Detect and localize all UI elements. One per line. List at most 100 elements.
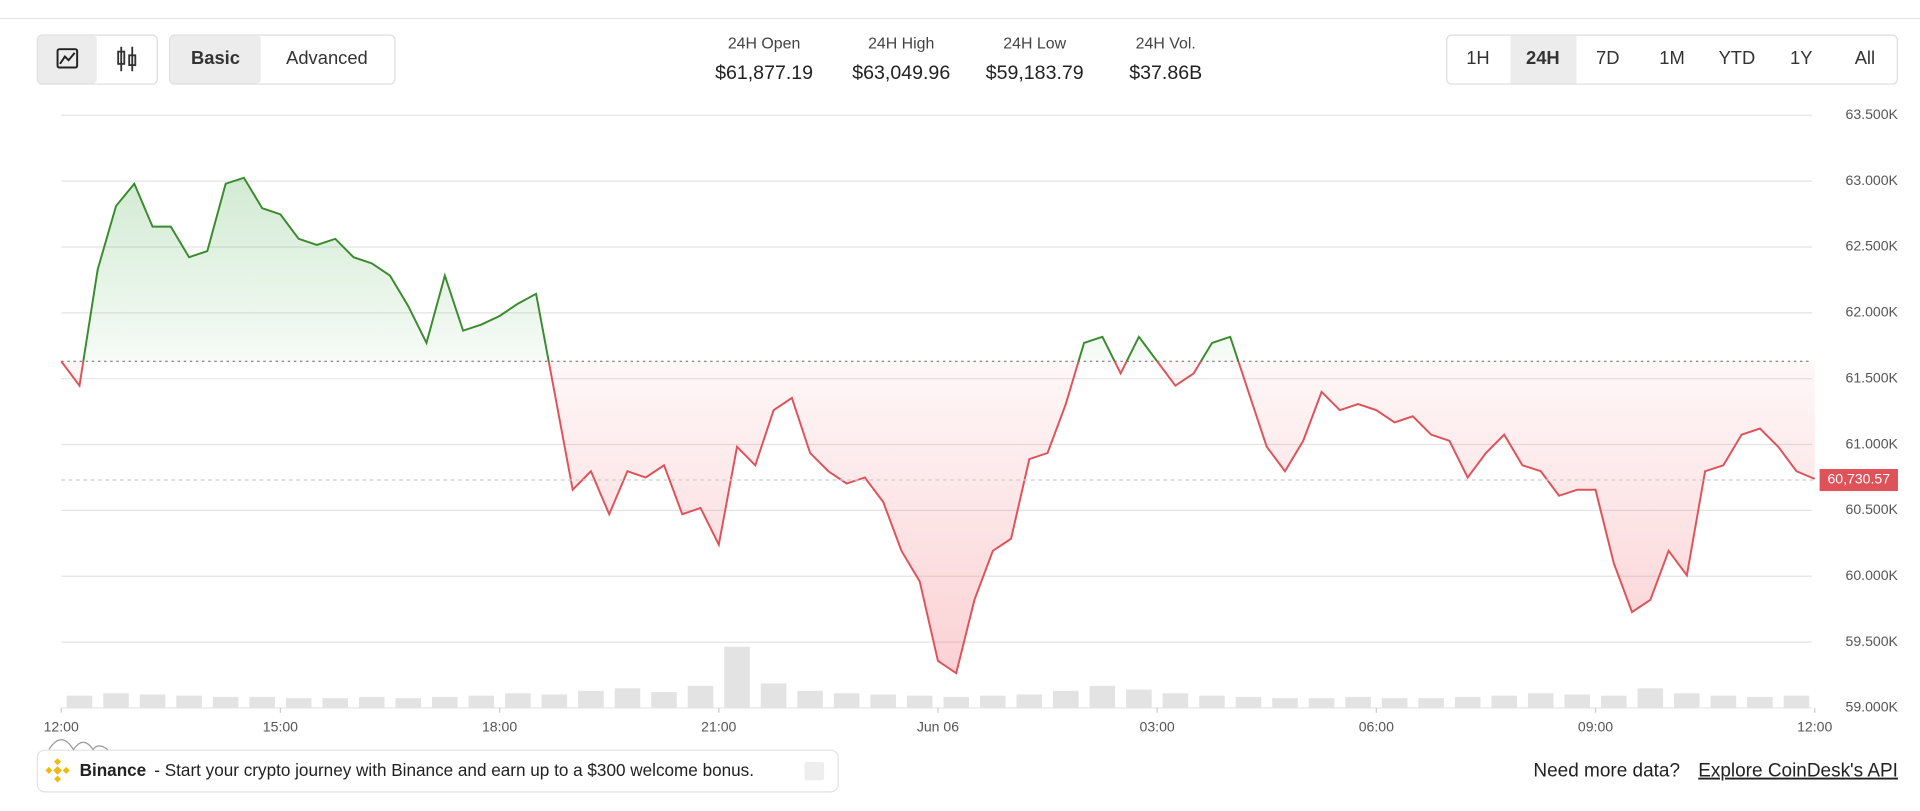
range-button[interactable]: 1M [1659,47,1685,68]
stat-label: 24H High [868,35,934,52]
price-line-up [61,176,1240,362]
volume-bar [432,696,458,708]
area-up [61,177,1239,362]
x-tick-label: 09:00 [1578,718,1613,734]
current-price-tag [1819,469,1898,492]
x-tick-label: 18:00 [482,718,517,734]
volume-bar [1381,698,1408,708]
range-button[interactable]: YTD [1719,47,1756,68]
volume-bar [651,692,677,708]
x-tick-label: 21:00 [701,718,736,734]
volume-bar [66,695,93,708]
x-tick-label: 06:00 [1359,718,1394,734]
basic-label[interactable]: Basic [191,47,240,68]
volume-bar [285,698,312,708]
stat-label: 24H Vol. [1136,35,1196,52]
promo-text[interactable]: - Start your crypto journey with Binance… [154,760,754,780]
volume-bar [358,696,385,708]
volume-bar [1710,695,1737,708]
volume-bar [176,695,202,708]
y-tick-label: 61.000K [1846,435,1899,451]
volume-bar [212,696,239,708]
volume-bar [1527,693,1554,708]
range-button[interactable]: 1Y [1790,47,1812,68]
promo-close[interactable] [804,761,825,781]
x-tick-label: 12:00 [1797,718,1832,734]
volume-bar [1162,693,1189,708]
volume-bar [943,696,970,708]
volume-bar [1126,689,1152,708]
volume-bar [1089,685,1116,708]
volume-bar [870,694,896,708]
range-button[interactable]: 1H [1466,47,1489,68]
footer-link[interactable]: Explore CoinDesk's API [1698,761,1898,782]
stat-label: 24H Low [1003,35,1066,52]
volume-bar [724,646,750,708]
volume-bar [687,685,714,708]
footer-text: Need more data? [1533,761,1680,782]
area-down [61,361,1815,674]
volume-bar [322,698,348,708]
volume-bar [468,695,495,708]
promo-brand[interactable]: Binance [80,760,147,780]
stat-value: $59,183.79 [986,62,1084,84]
y-tick-label: 60.500K [1846,501,1899,517]
volume-bar [103,693,129,708]
volume-bar [1491,695,1517,708]
advanced-label[interactable]: Advanced [286,47,368,68]
x-tick-label: 12:00 [44,718,79,734]
basic-button[interactable] [170,35,261,84]
volume-bar [541,694,568,708]
range-selected [1510,35,1577,84]
volume-bar [760,683,787,708]
volume-bar [1345,696,1371,708]
line-chart-icon [56,48,79,69]
volume-bar [1016,694,1043,708]
volume-bar [833,693,860,708]
stat-value: $37.86B [1129,62,1202,84]
volume-bar [1674,693,1700,708]
range-button[interactable]: 7D [1596,47,1619,68]
x-tick-label: 03:00 [1140,718,1175,734]
range-button[interactable]: All [1855,47,1875,68]
volume-bar [797,690,823,708]
volume-bar [1418,698,1444,708]
x-tick-label: Jun 06 [917,718,959,734]
volume-bar [1637,688,1664,708]
candlestick-icon[interactable] [117,46,137,72]
volume-bar [395,698,422,708]
y-tick-label: 59.000K [1846,699,1899,715]
navigator-icon [48,739,109,751]
y-tick-label: 63.500K [1846,106,1899,122]
range-button[interactable]: 24H [1526,47,1560,68]
volume-bar [1053,690,1079,708]
promo-banner[interactable] [36,749,839,793]
volume-bar [1600,695,1627,708]
stat-value: $61,877.19 [715,62,813,84]
volume-bar [249,696,275,708]
volume-bar [614,688,641,708]
y-tick-label: 62.000K [1846,304,1899,320]
volume-bar [1199,695,1225,708]
volume-bar [979,695,1006,708]
y-tick-label: 59.500K [1846,633,1899,649]
volume-bar [1564,694,1591,708]
y-tick-label: 60.000K [1846,567,1899,583]
y-tick-label: 62.500K [1846,238,1899,254]
x-tick-label: 15:00 [263,718,298,734]
volume-bar [505,693,531,708]
volume-bar [139,694,166,708]
y-tick-label: 63.000K [1846,172,1899,188]
volume-bar [1272,698,1298,708]
stat-value: $63,049.96 [852,62,950,84]
y-tick-label: 61.500K [1846,369,1899,385]
stat-label: 24H Open [728,35,801,52]
current-price-label: 60,730.57 [1827,471,1890,487]
volume-bar [1783,695,1810,708]
volume-bar [1454,696,1481,708]
volume-bar [1747,696,1773,708]
volume-bar [578,690,604,708]
volume-bar [906,695,933,708]
volume-bar [1235,696,1262,708]
